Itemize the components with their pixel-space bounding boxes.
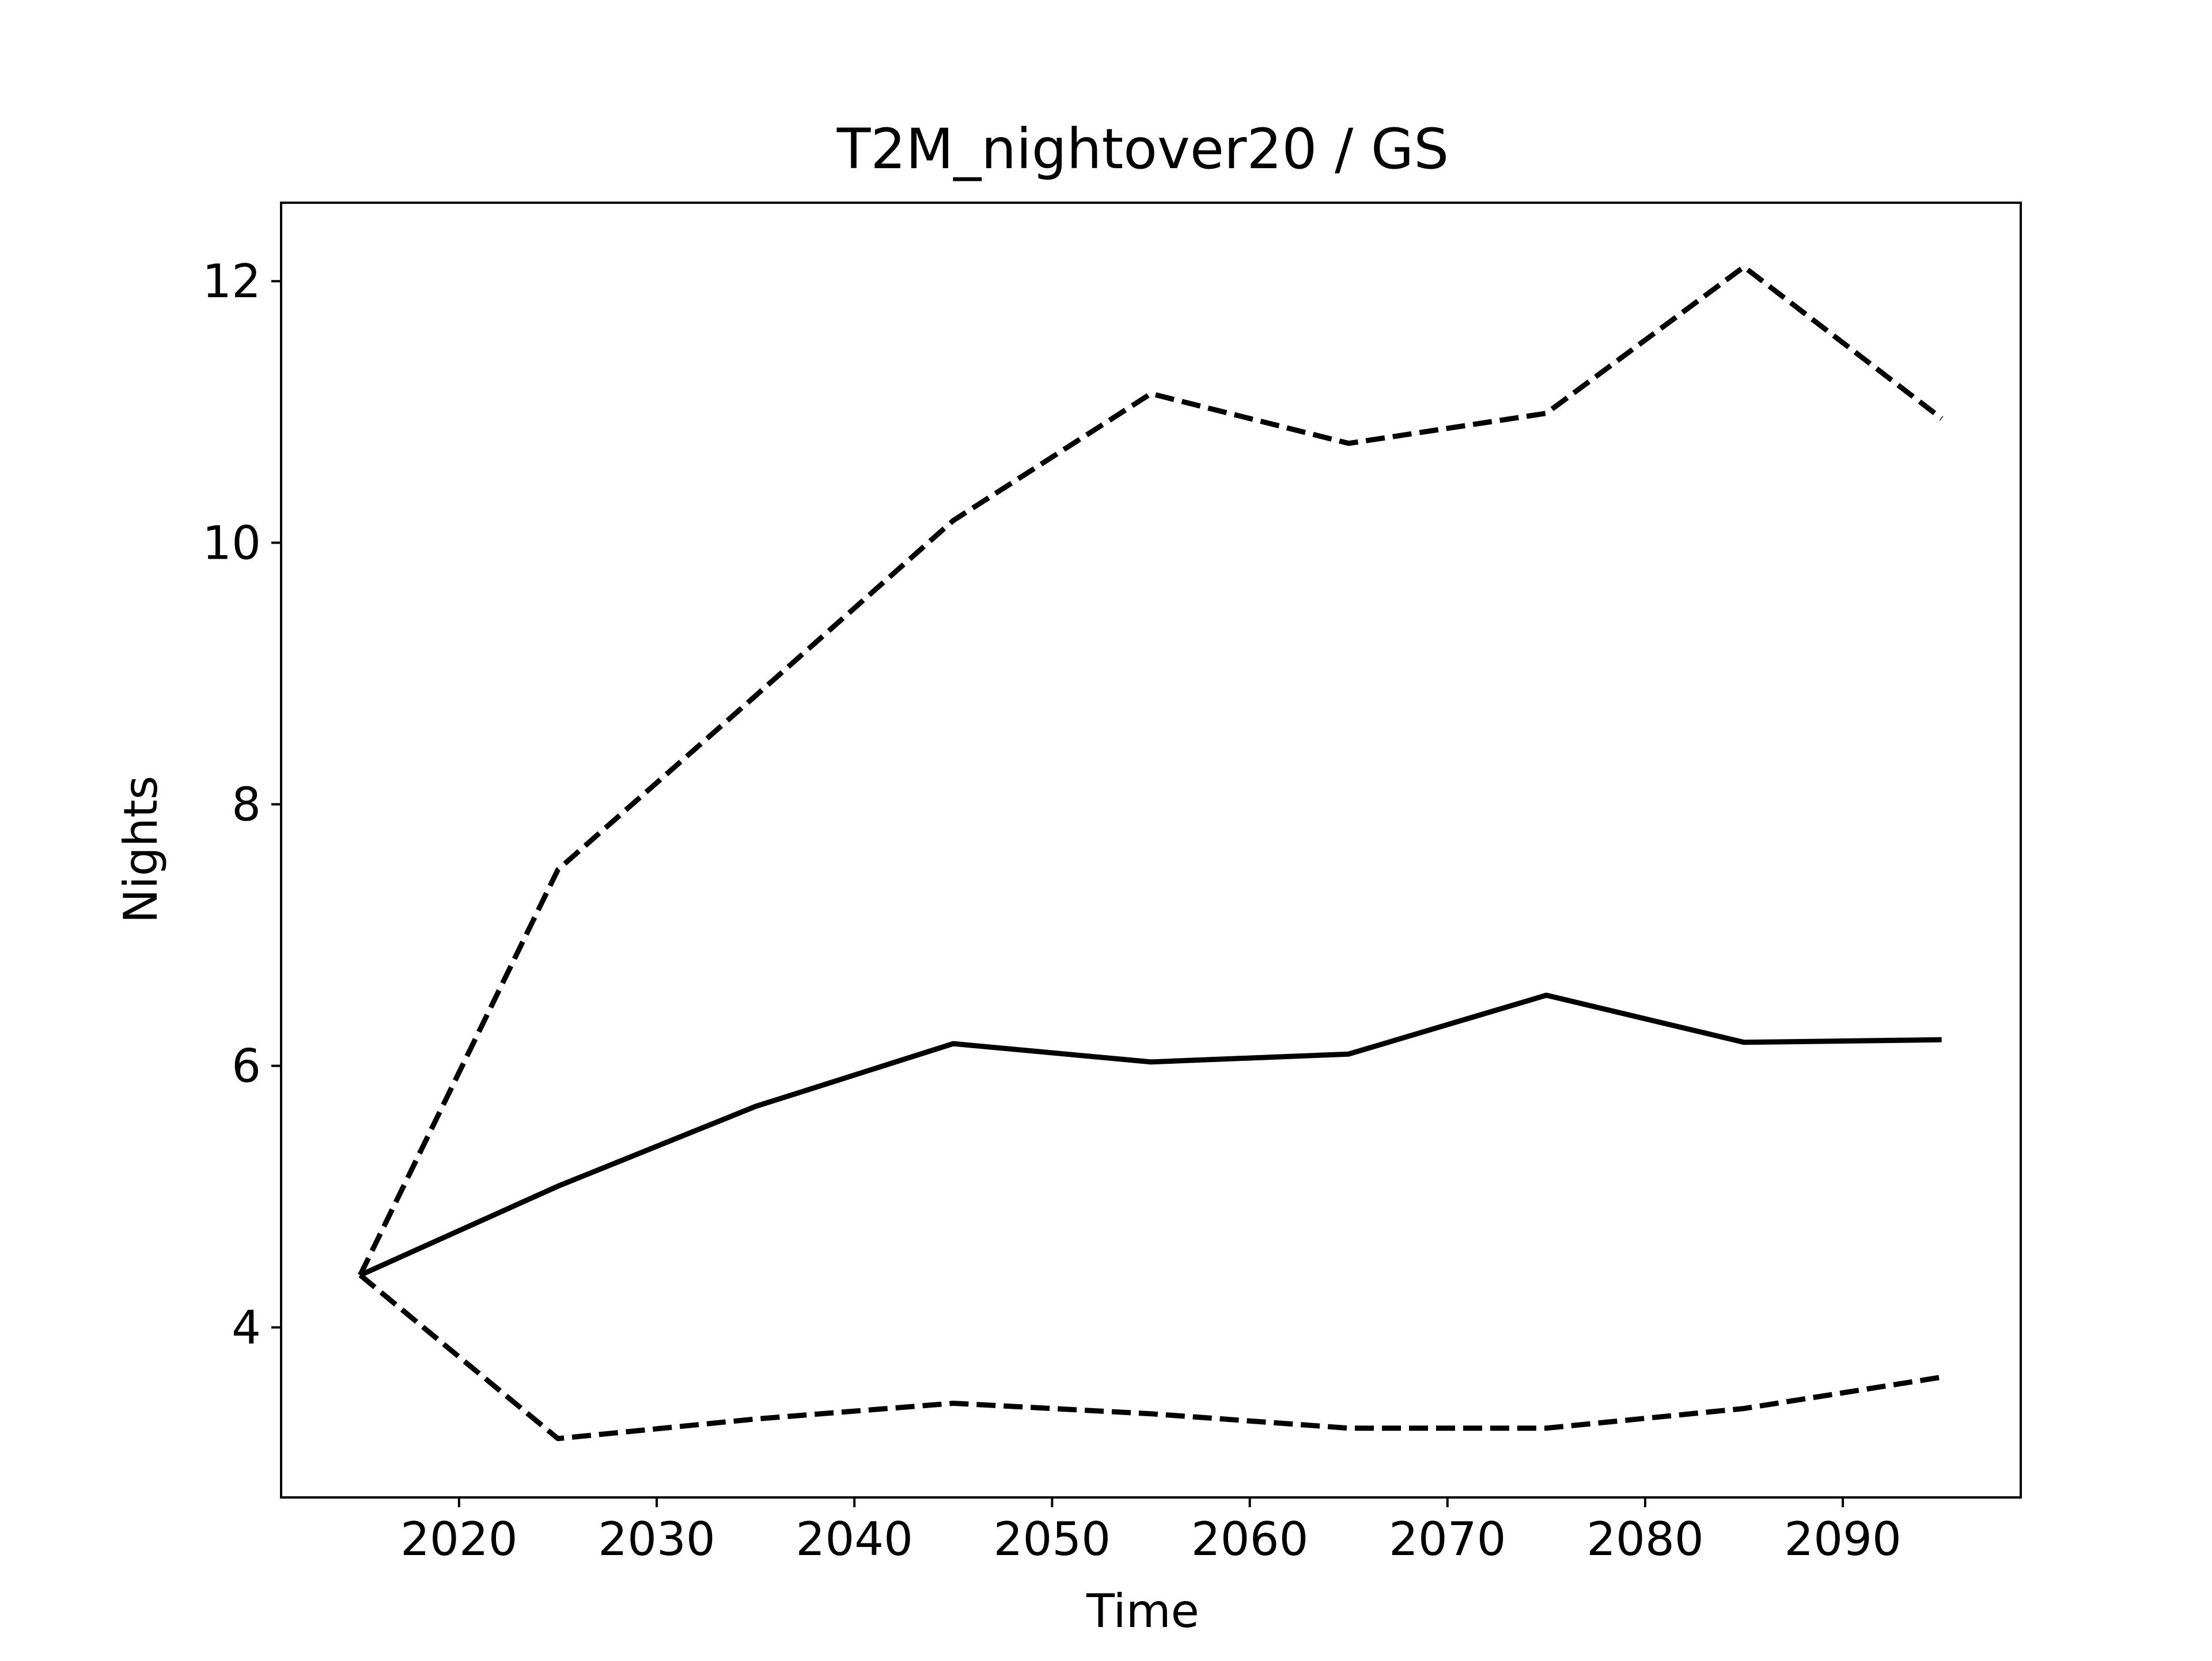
x-tick-label: 2020 bbox=[400, 1512, 518, 1566]
series-line-3 bbox=[358, 1273, 1942, 1442]
x-tick-label: 2040 bbox=[796, 1512, 913, 1566]
plot-area: 2020 2030 2040 2050 2060 2070 2080 2090 4 6 8 10 12 bbox=[202, 202, 2022, 1566]
x-tick-label: 2090 bbox=[1784, 1512, 1902, 1566]
x-tick-label: 2070 bbox=[1389, 1512, 1506, 1566]
y-tick-label: 6 bbox=[232, 1040, 261, 1093]
series-line-1 bbox=[359, 992, 1942, 1278]
plot-frame bbox=[280, 202, 2022, 1499]
x-tick-label: 2080 bbox=[1586, 1512, 1704, 1566]
x-tick-label: 2050 bbox=[994, 1512, 1111, 1566]
y-tick-label: 4 bbox=[232, 1301, 261, 1355]
x-tick-label: 2030 bbox=[598, 1512, 715, 1566]
y-tick-label: 12 bbox=[202, 255, 261, 308]
y-axis-label: Nights bbox=[114, 776, 168, 924]
x-axis-label: Time bbox=[1086, 1584, 1199, 1638]
chart-title: T2M_nightover20 / GS bbox=[836, 117, 1449, 181]
x-tick-label: 2060 bbox=[1191, 1512, 1309, 1566]
y-tick-label: 10 bbox=[202, 516, 261, 570]
y-tick-label: 8 bbox=[232, 778, 261, 832]
